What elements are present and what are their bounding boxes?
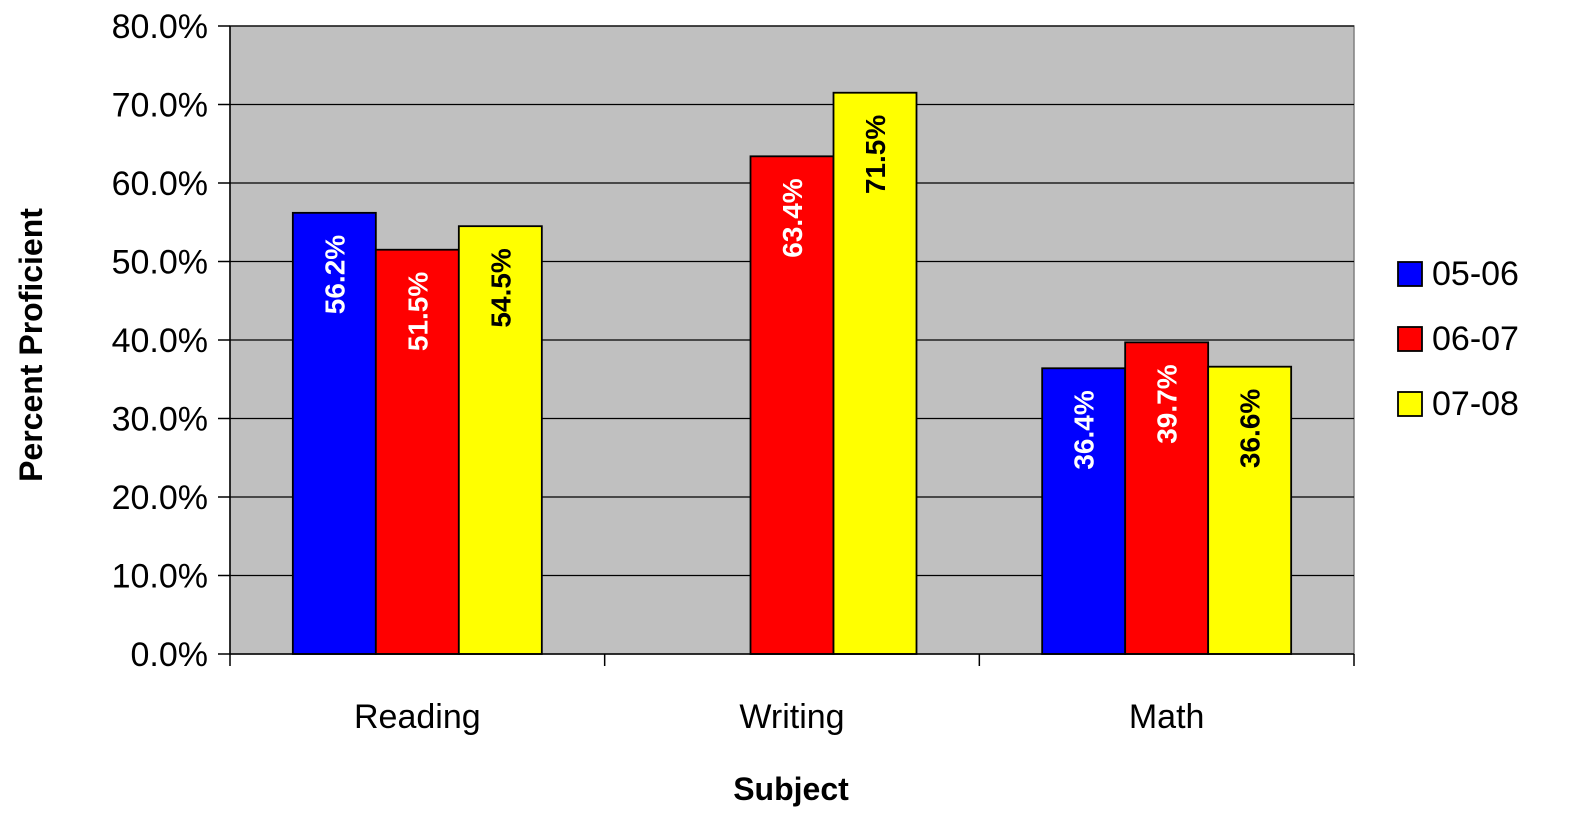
y-tick-label: 50.0% (112, 244, 208, 282)
legend-swatch (1397, 326, 1423, 352)
x-tick-label: Writing (739, 698, 844, 736)
y-tick-label: 20.0% (112, 479, 208, 517)
axes (218, 25, 1355, 666)
data-label: 39.7% (1152, 364, 1183, 443)
legend-swatch (1397, 391, 1423, 417)
bar (832, 91, 918, 655)
legend: 05-06 06-07 07-08 (1397, 255, 1519, 423)
legend-swatch (1397, 261, 1423, 287)
data-label: 56.2% (319, 235, 350, 314)
legend-label: 07-08 (1432, 385, 1519, 423)
bar (457, 225, 543, 655)
y-tick-label: 10.0% (112, 558, 208, 596)
legend-label: 06-07 (1432, 320, 1519, 358)
y-tick-labels: 0.0% 10.0% 20.0% 30.0% 40.0% 50.0% 60.0% 70.0% 8… (112, 8, 208, 674)
data-label: 63.4% (777, 178, 808, 257)
bar (1041, 367, 1127, 655)
data-label: 36.4% (1069, 390, 1100, 469)
y-axis-title: Percent Proficient (13, 208, 49, 482)
data-label: 54.5% (485, 248, 516, 327)
y-tick-label: 70.0% (112, 87, 208, 125)
legend-label: 05-06 (1432, 255, 1519, 293)
x-axis-title: Subject (733, 771, 849, 807)
y-tick-label: 0.0% (131, 636, 209, 674)
x-tick-labels: Reading Writing Math (354, 698, 1204, 736)
x-tick-label: Math (1129, 698, 1205, 736)
data-label: 36.6% (1235, 389, 1266, 468)
y-tick-label: 30.0% (112, 401, 208, 439)
bars (291, 91, 1293, 655)
y-tick-label: 80.0% (112, 8, 208, 46)
bar (291, 211, 377, 655)
bar-labels: 56.2% 51.5% 54.5% 63.4% 71.5% 36.4% 39.7% 36.6% (319, 115, 1265, 470)
data-label: 71.5% (860, 115, 891, 194)
x-tick-label: Reading (354, 698, 481, 736)
data-label: 51.5% (402, 272, 433, 351)
y-tick-label: 60.0% (112, 165, 208, 203)
bar (1124, 341, 1210, 655)
y-tick-label: 40.0% (112, 322, 208, 360)
